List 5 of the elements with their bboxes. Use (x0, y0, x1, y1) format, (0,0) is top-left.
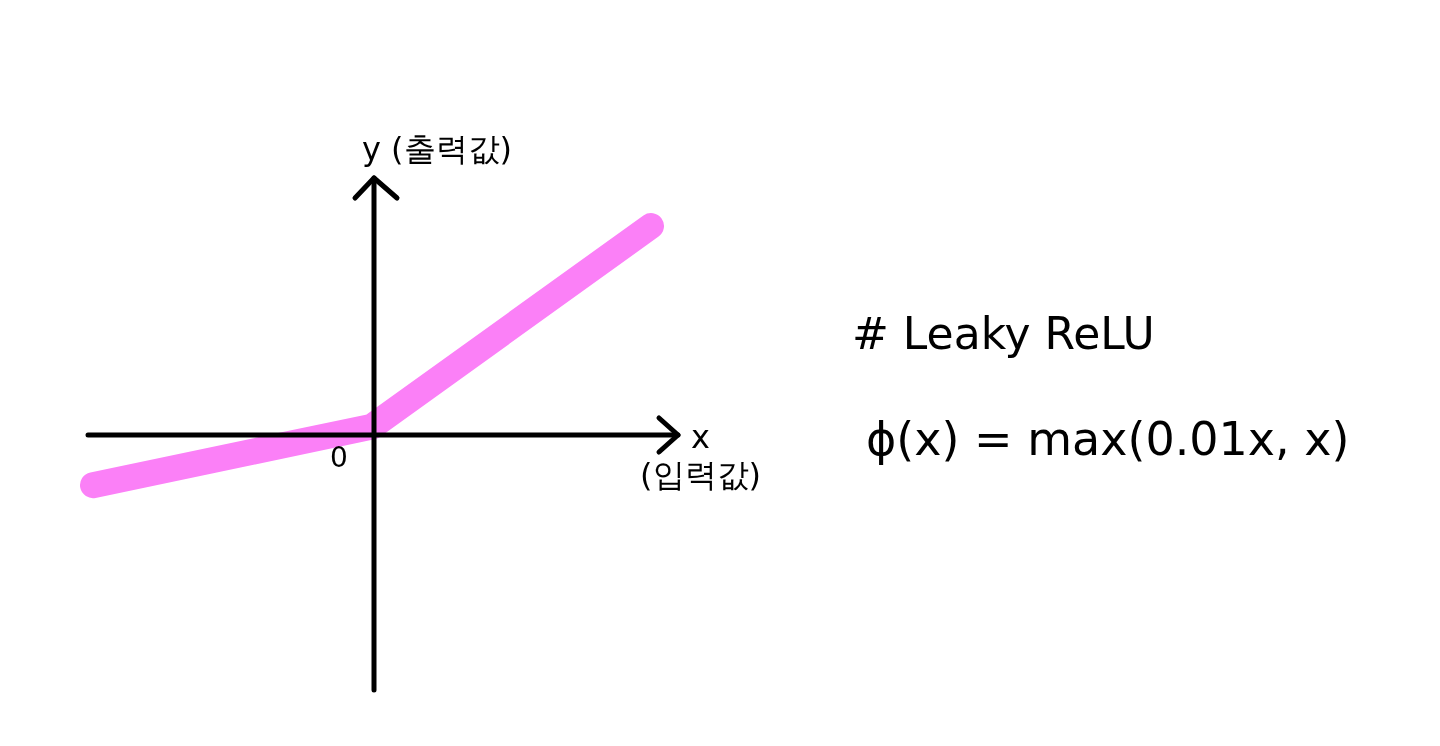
annotation: 0 (330, 441, 348, 475)
x-axis-title: x (입력값) (639, 418, 762, 495)
text: ϕ(x) = max(0.01x, x) (866, 412, 1350, 468)
y-axis-title: y (출력값) (362, 130, 513, 169)
text: # Leaky ReLU (852, 308, 1155, 361)
